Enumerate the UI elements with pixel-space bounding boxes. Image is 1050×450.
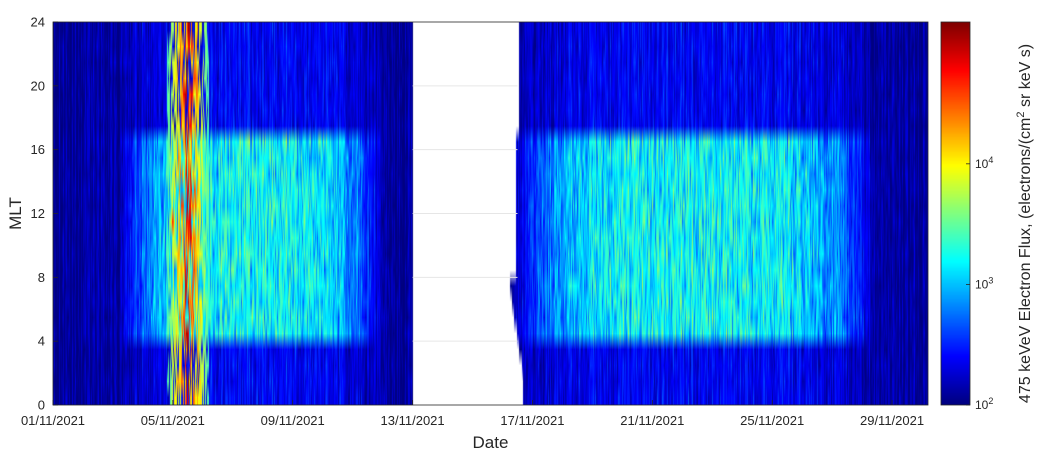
colorbar-tick-label: 102 bbox=[975, 396, 993, 412]
colorbar-gradient bbox=[941, 22, 970, 405]
y-axis-label: MLT bbox=[6, 197, 25, 230]
colorbar-label-sup: 2 bbox=[1015, 111, 1027, 117]
y-tick-label: 12 bbox=[31, 206, 45, 221]
y-axis-ticks: 0 4 8 12 16 20 24 bbox=[31, 15, 58, 413]
x-tick-label: 05/11/2021 bbox=[141, 413, 205, 428]
colorbar-label-main: 475 keVeV Electron Flux, (electrons/(cm bbox=[1017, 118, 1034, 403]
x-tick-label: 09/11/2021 bbox=[261, 413, 325, 428]
y-tick-label: 8 bbox=[38, 270, 45, 285]
colorbar-label: 475 keVeV Electron Flux, (electrons/(cm2… bbox=[1015, 44, 1034, 403]
data-gap-gridlines bbox=[412, 85, 518, 342]
x-axis-ticks: 01/11/2021 05/11/2021 09/11/2021 13/11/2021… bbox=[21, 400, 924, 428]
colorbar-ticks: 102 103 104 bbox=[966, 155, 993, 412]
y-tick-label: 16 bbox=[31, 142, 45, 157]
colorbar: 102 103 104 475 keVeV Electron Flux, (elec… bbox=[940, 21, 1034, 412]
colorbar-tick-label: 104 bbox=[975, 155, 993, 171]
colorbar-frame bbox=[940, 21, 971, 406]
x-axis-label: Date bbox=[473, 433, 509, 450]
x-tick-label: 17/11/2021 bbox=[500, 413, 564, 428]
x-tick-label: 01/11/2021 bbox=[21, 413, 85, 428]
x-tick-label: 25/11/2021 bbox=[740, 413, 804, 428]
x-tick-label: 29/11/2021 bbox=[860, 413, 924, 428]
colorbar-label-tail: sr keV s) bbox=[1017, 44, 1034, 112]
x-tick-label: 21/11/2021 bbox=[620, 413, 684, 428]
y-tick-label: 20 bbox=[31, 78, 45, 93]
y-tick-label: 4 bbox=[38, 334, 45, 349]
y-tick-label: 0 bbox=[38, 398, 45, 413]
y-tick-label: 24 bbox=[31, 15, 45, 30]
plot-area bbox=[52, 21, 929, 406]
x-tick-label: 13/11/2021 bbox=[381, 413, 445, 428]
colorbar-tick-label: 103 bbox=[975, 275, 993, 291]
